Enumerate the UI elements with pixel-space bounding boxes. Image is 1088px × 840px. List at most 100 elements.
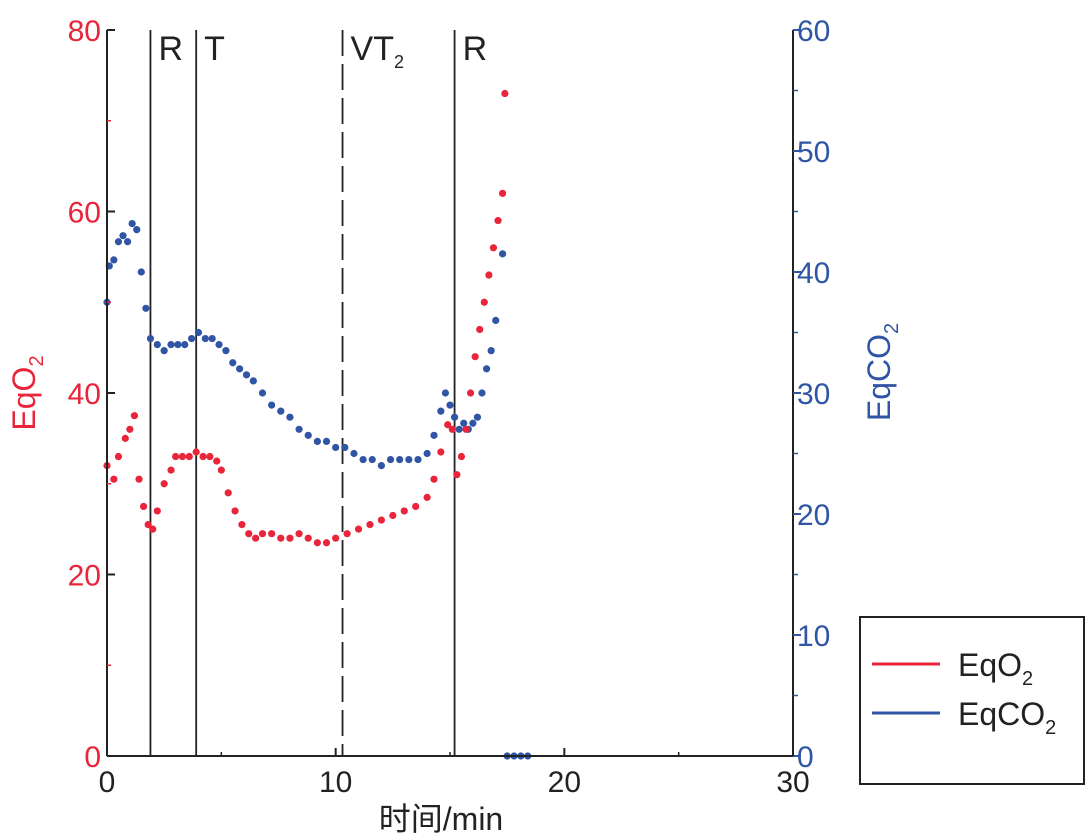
eqo2-point: [144, 520, 152, 529]
eqo2-point: [480, 298, 488, 306]
eqco2-point: [350, 449, 358, 458]
eqco2-point: [215, 341, 223, 349]
eqo2-point: [114, 452, 123, 461]
eqco2-point: [414, 455, 422, 464]
right-y-tick-label: 20: [797, 499, 830, 532]
left-y-tick-label: 0: [84, 741, 101, 774]
x-axis-label: 时间/min: [379, 801, 503, 837]
left-y-tick-label: 20: [68, 560, 101, 593]
eqo2-point: [322, 539, 331, 547]
eqco2-point: [332, 443, 340, 452]
phase-label-3: VT2: [351, 30, 404, 72]
eqo2-point: [192, 448, 200, 456]
phase-label-2: T: [204, 30, 225, 68]
eqco2-point: [469, 419, 477, 427]
eqo2-point: [377, 516, 385, 524]
eqo2-point: [462, 425, 470, 433]
eqo2-point: [149, 525, 157, 533]
eqo2-point: [213, 457, 221, 465]
eqo2-point: [494, 216, 502, 225]
eqo2-point: [448, 425, 456, 433]
eqco2-point: [492, 316, 500, 324]
eqco2-point: [482, 365, 491, 373]
eqco2-point: [455, 425, 463, 433]
phase-label-1: R: [158, 30, 183, 68]
eqo2-point: [217, 466, 225, 474]
eqco2-point: [242, 371, 251, 379]
x-tick-label: 0: [99, 766, 116, 799]
eqo2-point: [277, 534, 285, 542]
eqo2-point: [126, 425, 134, 433]
right-y-tick-label: 60: [797, 15, 830, 48]
eqco2-point: [277, 407, 285, 415]
x-tick-label: 20: [548, 766, 581, 799]
eqco2-point: [450, 413, 459, 421]
eqco2-point: [167, 341, 175, 349]
eqo2-point: [489, 244, 498, 252]
eqo2-point: [252, 534, 260, 542]
eqo2-point: [400, 507, 408, 515]
eqo2-point: [437, 448, 445, 456]
eqo2-point: [295, 530, 303, 538]
eqco2-point: [441, 389, 450, 397]
eqo2-point: [110, 475, 118, 483]
eqco2-point: [208, 334, 216, 343]
eqco2-point: [181, 341, 189, 349]
eqco2-point: [322, 437, 331, 445]
eqo2-point: [160, 480, 168, 488]
eqco2-point: [286, 413, 294, 421]
legend-box: [859, 616, 1085, 785]
eqo2-point: [498, 189, 507, 197]
eqo2-point: [343, 530, 351, 538]
eqo2-point: [153, 507, 161, 515]
eqco2-point: [137, 268, 145, 276]
eqo2-point: [501, 89, 509, 98]
eqo2-point: [389, 511, 397, 520]
eqco2-point: [487, 347, 495, 355]
right-y-tick-label: 0: [797, 741, 814, 774]
eqco2-point: [258, 389, 267, 397]
legend-eqo2-label: EqO2: [958, 647, 1033, 690]
eqco2-point: [146, 334, 155, 343]
eqo2-point: [172, 452, 180, 461]
eqco2-point: [249, 377, 257, 385]
eqo2-point: [178, 452, 187, 461]
legend-eqco2-label: EqCO2: [958, 696, 1056, 739]
eqo2-point: [258, 530, 267, 538]
eqco2-point: [128, 220, 136, 228]
eqo2-point: [268, 530, 276, 538]
eqo2-point: [185, 452, 193, 461]
eqco2-point: [377, 462, 385, 470]
eqco2-point: [473, 413, 482, 421]
eqco2-point: [386, 455, 395, 464]
left-y-tick-label: 60: [68, 197, 101, 230]
eqo2-point: [286, 534, 294, 542]
eqco2-point: [222, 347, 230, 355]
eqco2-point: [153, 341, 161, 349]
eqo2-point: [366, 520, 374, 529]
eqo2-point: [444, 421, 452, 429]
left-y-axis-label: EqO2: [6, 355, 48, 430]
left-y-tick-label: 80: [68, 15, 101, 48]
eqco2-point: [188, 334, 196, 343]
eqco2-point: [119, 232, 127, 240]
eqco2-point: [194, 328, 203, 337]
x-ticks: 0 10 20 30: [99, 748, 810, 799]
eqco2-point: [446, 401, 454, 409]
x-tick-label: 10: [319, 766, 352, 799]
eqco2-point: [460, 419, 468, 427]
eqo2-point: [121, 434, 129, 442]
right-y-tick-label: 10: [797, 620, 830, 653]
series-eqco2-points: [103, 220, 532, 760]
eqo2-point: [457, 452, 466, 461]
eqco2-point: [359, 455, 367, 464]
left-y-tick-label: 40: [68, 378, 101, 411]
eqco2-point: [313, 437, 321, 445]
eqco2-point: [498, 250, 507, 258]
eqo2-point: [139, 502, 148, 511]
eqco2-point: [110, 256, 118, 264]
phase-lines: R T VT2 R: [149, 30, 487, 756]
eqo2-point: [423, 493, 431, 501]
eqco2-point: [295, 425, 303, 433]
